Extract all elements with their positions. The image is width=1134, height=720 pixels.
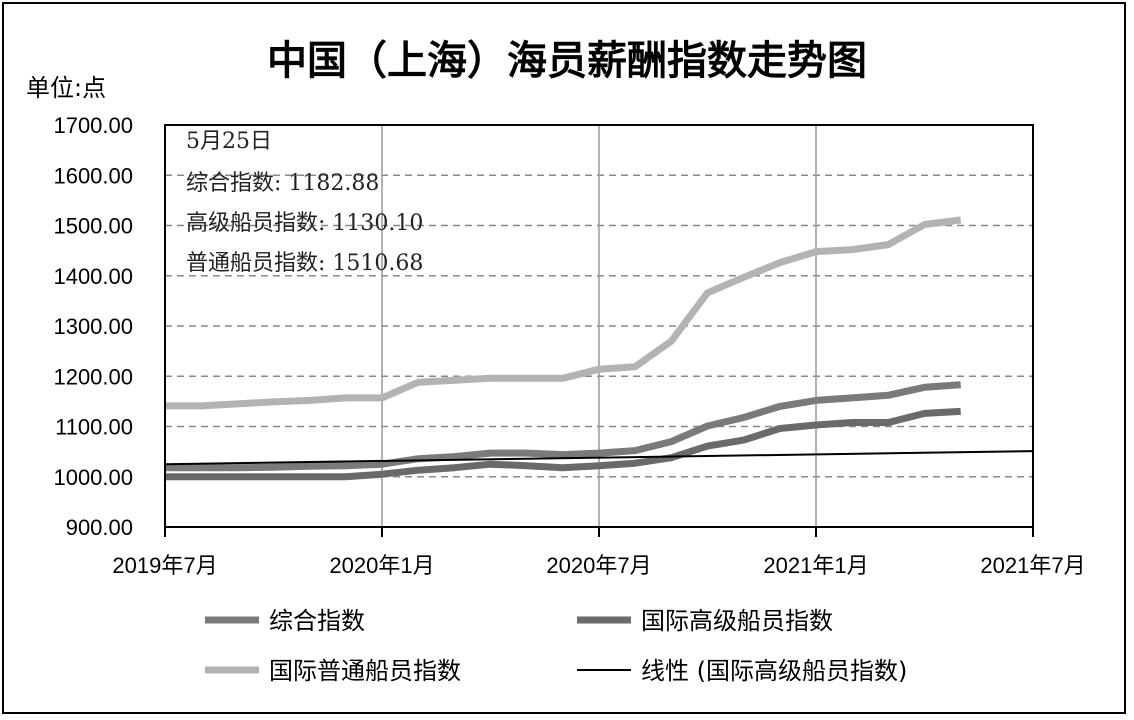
annotation-line: 高级船员指数: 1130.10 bbox=[186, 211, 423, 236]
legend-label: 线性 (国际高级船员指数) bbox=[641, 657, 907, 685]
annotation-box: 5月25日 综合指数: 1182.88 高级船员指数: 1130.10 普通船员指数… bbox=[186, 129, 423, 276]
y-tick-label: 1000.00 bbox=[53, 465, 133, 490]
x-tick-label: 2020年7月 bbox=[546, 553, 651, 578]
x-tick-label: 2020年1月 bbox=[329, 553, 434, 578]
chart-title: 中国（上海）海员薪酬指数走势图 bbox=[267, 38, 867, 84]
y-tick-label: 1600.00 bbox=[53, 163, 133, 188]
y-tick-label: 1100.00 bbox=[55, 415, 133, 440]
series-line-1 bbox=[165, 381, 961, 472]
series-layer bbox=[164, 216, 1034, 481]
series-line-4 bbox=[164, 450, 1034, 466]
y-tick-label: 1700.00 bbox=[53, 113, 133, 138]
x-tick-label: 2021年1月 bbox=[763, 553, 868, 578]
annotation-line: 综合指数: 1182.88 bbox=[186, 171, 379, 196]
legend-label: 国际高级船员指数 bbox=[641, 607, 833, 635]
legend-label: 综合指数 bbox=[269, 607, 365, 635]
y-tick-label: 1300.00 bbox=[53, 314, 133, 339]
x-tick-label: 2019年7月 bbox=[112, 553, 217, 578]
series-line-3 bbox=[165, 216, 962, 410]
series-line-2 bbox=[165, 407, 961, 481]
legend-label: 国际普通船员指数 bbox=[269, 657, 461, 685]
x-tick-label: 2021年7月 bbox=[980, 553, 1085, 578]
unit-label: 单位:点 bbox=[26, 74, 106, 102]
axes: 1700.00 1600.00 1500.00 1400.00 1300.00 1200.… bbox=[53, 113, 1085, 578]
y-tick-label: 1500.00 bbox=[53, 214, 133, 239]
y-tick-label: 1200.00 bbox=[53, 364, 133, 389]
annotation-date: 5月25日 bbox=[186, 129, 272, 154]
y-tick-label: 900.00 bbox=[66, 515, 133, 540]
annotation-line: 普通船员指数: 1510.68 bbox=[186, 251, 423, 276]
y-tick-label: 1400.00 bbox=[53, 264, 133, 289]
